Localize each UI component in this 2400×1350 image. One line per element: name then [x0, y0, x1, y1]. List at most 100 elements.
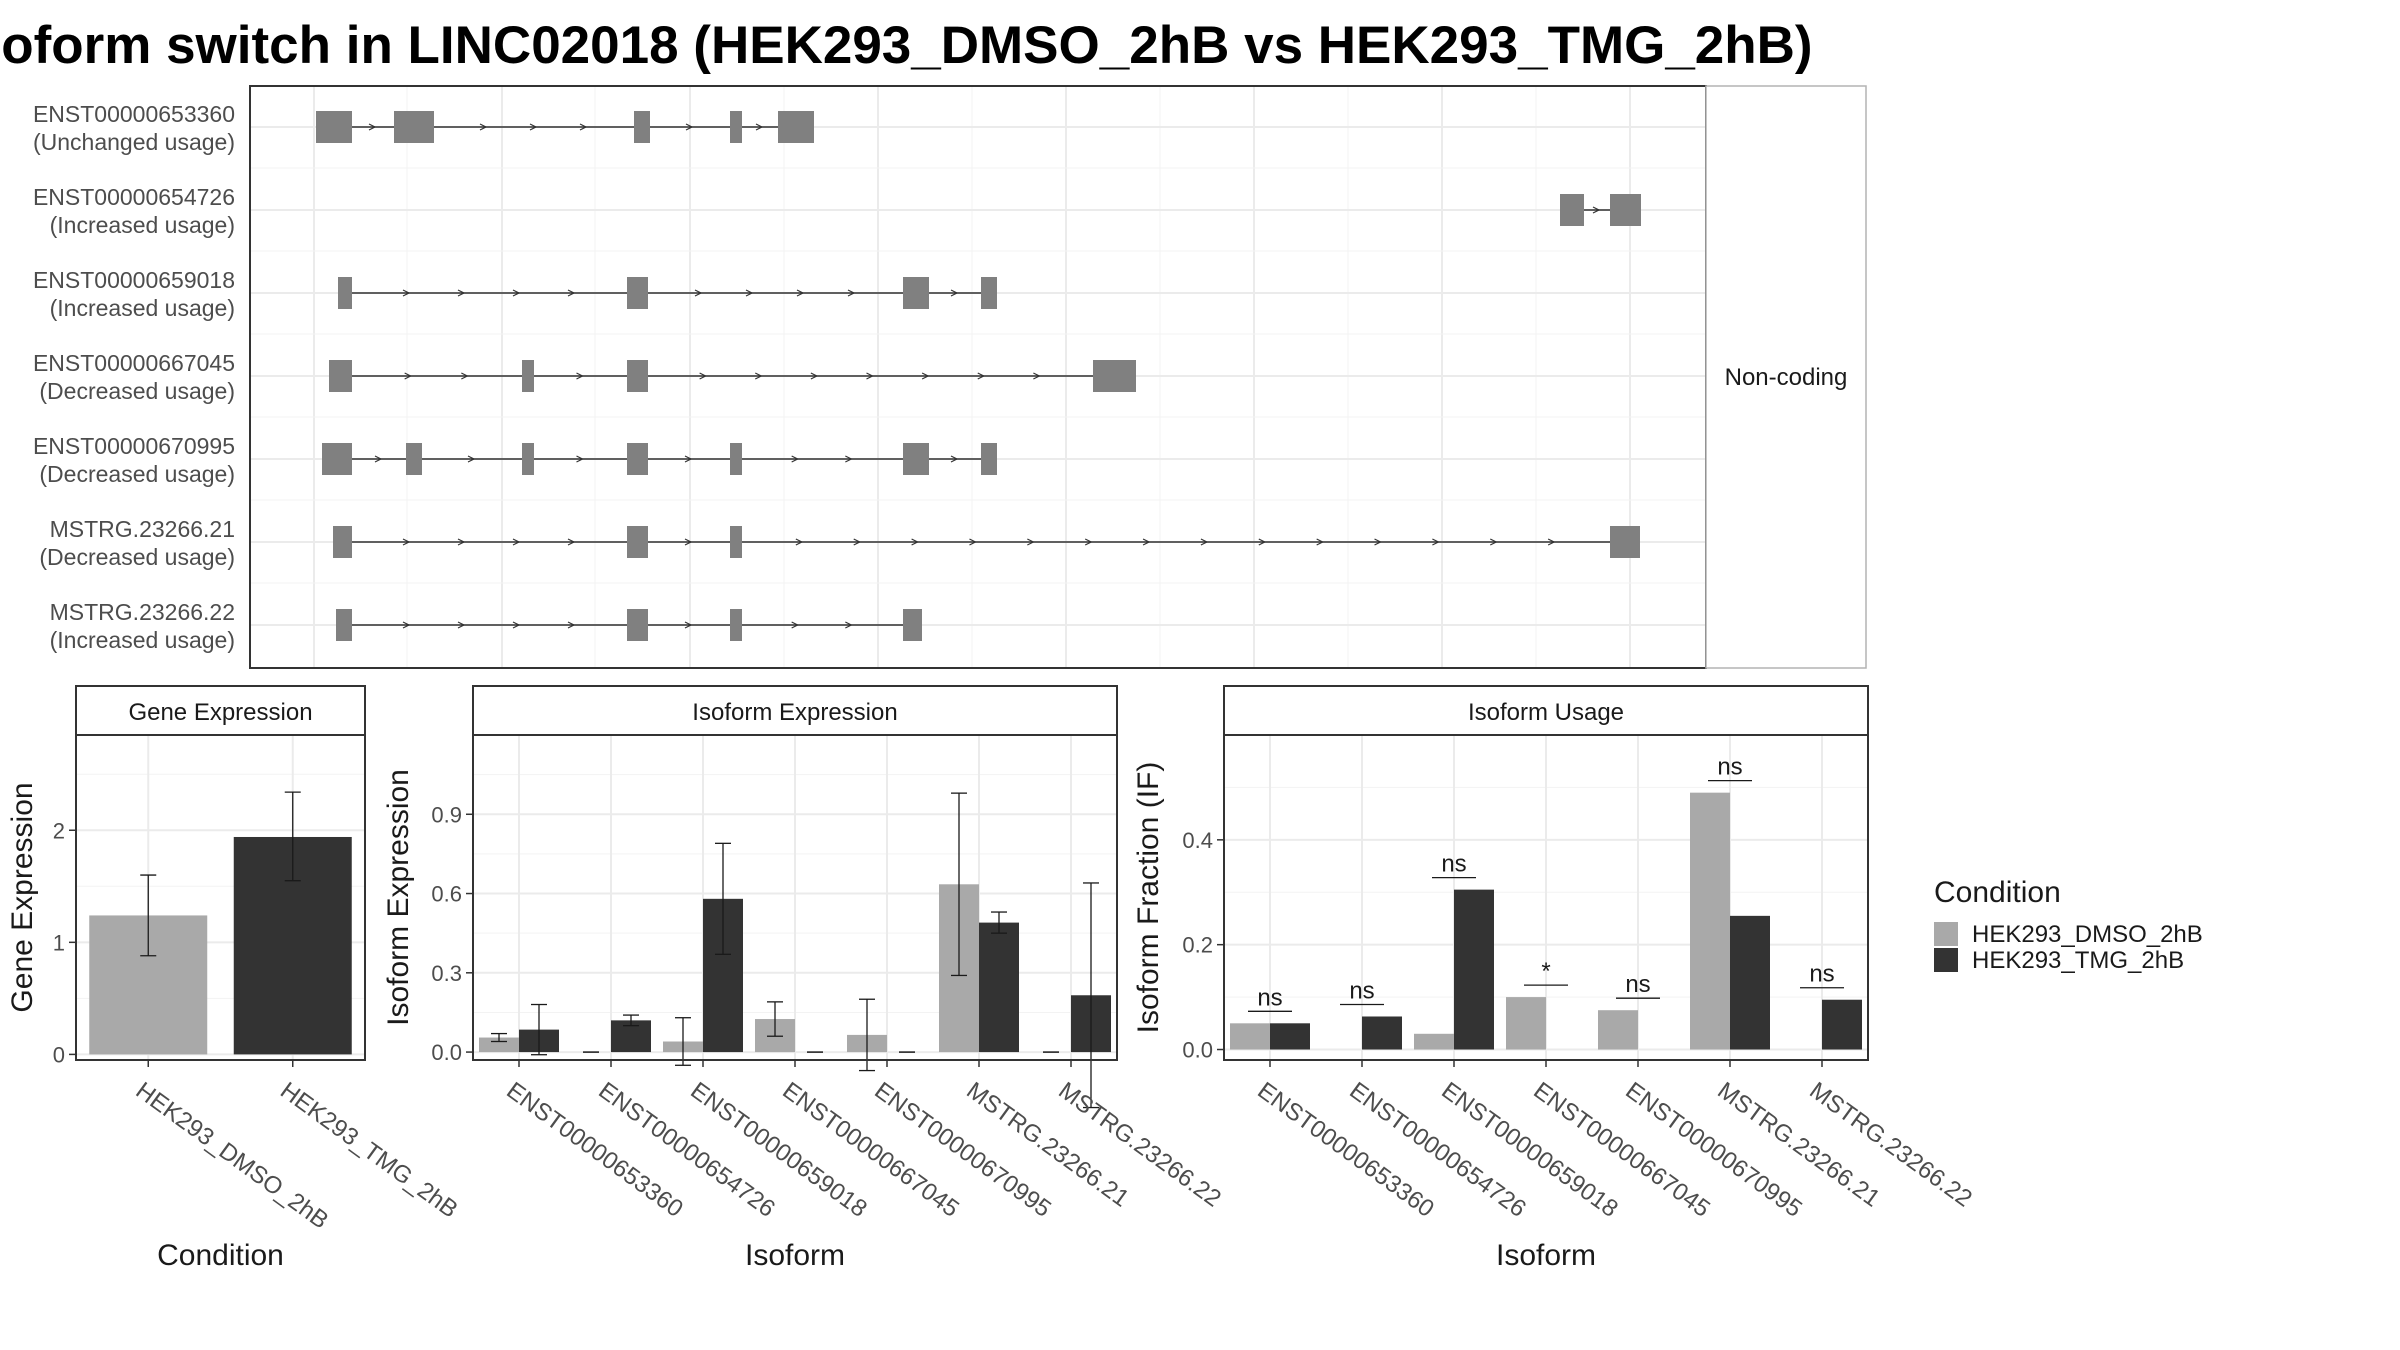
transcript-id-label: MSTRG.23266.21 — [50, 516, 235, 542]
exon-block — [627, 443, 648, 475]
transcript-usage-label: (Decreased usage) — [39, 461, 235, 487]
intron-arrow-icon — [579, 123, 588, 131]
panel-strip-title: Gene Expression — [128, 699, 312, 726]
facet-strip-label: Non-coding — [1725, 364, 1848, 391]
transcript-id-label: ENST00000670995 — [33, 433, 235, 459]
exon-block — [903, 277, 929, 309]
intron-arrow-icon — [745, 289, 754, 297]
intron-arrow-icon — [866, 372, 874, 380]
y-axis-title: Isoform Expression — [382, 769, 415, 1026]
significance-label: ns — [1625, 971, 1650, 998]
intron-arrow-icon — [1033, 372, 1041, 380]
bar — [1230, 1023, 1270, 1050]
intron-arrow-icon — [950, 289, 959, 297]
exon-block — [778, 111, 814, 143]
intron-arrow-icon — [791, 621, 800, 629]
x-tick-label: MSTRG.23266.22 — [1053, 1077, 1225, 1213]
intron-arrow-icon — [512, 289, 521, 297]
y-tick-label: 0 — [53, 1042, 65, 1067]
intron-arrow-icon — [853, 538, 862, 546]
intron-arrow-icon — [374, 455, 383, 463]
intron-arrow-icon — [795, 538, 804, 546]
intron-arrow-icon — [404, 372, 413, 380]
intron-arrow-icon — [847, 289, 856, 297]
exon-block — [903, 609, 922, 641]
intron-arrow-icon — [402, 538, 411, 546]
intron-arrow-icon — [694, 289, 703, 297]
panel-strip — [1223, 685, 1869, 736]
bar — [1822, 999, 1862, 1050]
intron-arrow-icon — [567, 621, 576, 629]
bar — [1730, 915, 1770, 1050]
intron-arrow-icon — [567, 289, 576, 297]
intron-arrow-icon — [512, 538, 521, 546]
intron-arrow-icon — [699, 372, 707, 380]
significance-label: ns — [1349, 977, 1374, 1004]
intron-arrow-icon — [1200, 538, 1209, 546]
bar — [479, 1037, 519, 1053]
y-tick-label: 1 — [53, 930, 65, 955]
intron-arrow-icon — [950, 455, 959, 463]
exon-block — [981, 443, 997, 475]
intron-arrow-icon — [1547, 538, 1556, 546]
intron-arrow-icon — [977, 372, 986, 380]
panel-strip — [472, 685, 1118, 736]
intron-arrow-icon — [1374, 538, 1382, 546]
facet-strip — [1705, 85, 1867, 669]
transcript-id-label: ENST00000654726 — [33, 184, 235, 210]
intron-arrow-icon — [1027, 538, 1035, 546]
bar — [1362, 1016, 1402, 1050]
intron-arrow-icon — [402, 289, 411, 297]
significance-label: ns — [1257, 984, 1282, 1011]
y-tick-label: 0.6 — [431, 882, 462, 907]
bar — [1454, 889, 1494, 1050]
x-axis-title: Isoform — [745, 1239, 845, 1272]
y-tick-label: 0.0 — [1182, 1038, 1213, 1063]
significance-label: ns — [1717, 754, 1742, 781]
exon-block — [336, 609, 352, 641]
exon-block — [1610, 194, 1641, 226]
intron-arrow-icon — [845, 455, 853, 463]
transcript-id-label: ENST00000653360 — [33, 101, 235, 127]
legend-swatch — [1934, 948, 1958, 972]
exon-block — [903, 443, 929, 475]
transcript-usage-label: (Decreased usage) — [39, 544, 235, 570]
chart-title: Isoform switch in LINC02018 (HEK293_DMSO… — [0, 16, 1813, 75]
exon-block — [634, 111, 650, 143]
legend-title: Condition — [1934, 876, 2061, 909]
legend-label: HEK293_DMSO_2hB — [1972, 921, 2203, 948]
transcript-usage-label: (Increased usage) — [50, 295, 235, 321]
transcript-id-label: ENST00000659018 — [33, 267, 235, 293]
x-tick-label: MSTRG.23266.22 — [1804, 1077, 1976, 1213]
exon-block — [627, 526, 648, 558]
transcript-usage-label: (Increased usage) — [50, 212, 235, 238]
exon-block — [329, 360, 352, 392]
x-axis-title: Condition — [157, 1239, 284, 1272]
exon-block — [730, 609, 742, 641]
exon-block — [333, 526, 352, 558]
y-tick-label: 2 — [53, 818, 65, 843]
intron-arrow-icon — [457, 289, 466, 297]
x-axis-title: Isoform — [1496, 1239, 1596, 1272]
y-tick-label: 0.3 — [431, 961, 462, 986]
intron-arrow-icon — [479, 123, 488, 131]
panel-strip — [75, 685, 366, 736]
transcript-structure-panel: Non-coding ENST00000653360(Unchanged usag… — [33, 85, 1867, 669]
intron-arrow-icon — [529, 123, 538, 131]
exon-block — [730, 443, 742, 475]
exon-block — [316, 111, 352, 143]
significance-label: * — [1541, 958, 1550, 985]
exon-block — [1610, 526, 1640, 558]
intron-arrow-icon — [576, 455, 584, 463]
isoform-expression-panel: Isoform Expression0.00.30.60.9ENST000006… — [382, 685, 1226, 1272]
exon-block — [730, 111, 742, 143]
exon-block — [522, 443, 534, 475]
x-tick-label: MSTRG.23266.21 — [961, 1077, 1133, 1213]
bar — [1598, 1010, 1638, 1050]
intron-arrow-icon — [845, 621, 853, 629]
intron-arrow-icon — [1432, 538, 1440, 546]
intron-arrow-icon — [755, 123, 764, 131]
intron-arrow-icon — [969, 538, 977, 546]
